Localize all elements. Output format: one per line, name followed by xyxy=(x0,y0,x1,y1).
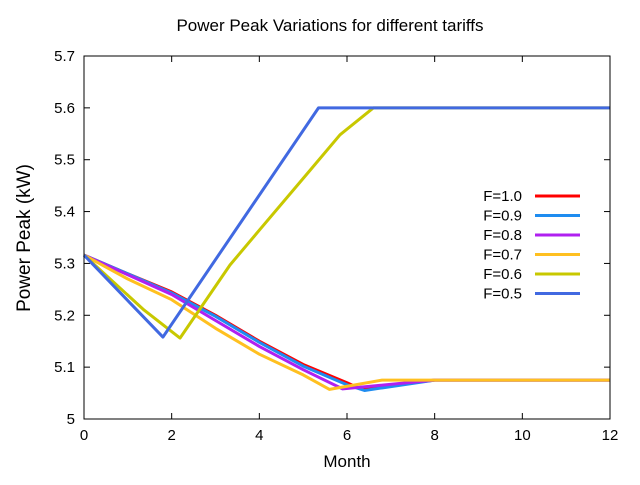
y-tick-label: 5.4 xyxy=(54,204,75,221)
chart-title: Power Peak Variations for different tari… xyxy=(176,16,483,35)
x-axis-label: Month xyxy=(323,452,370,471)
legend-label: F=1.0 xyxy=(483,188,522,205)
y-tick-label: 5.3 xyxy=(54,255,75,272)
x-tick-label: 10 xyxy=(514,427,531,444)
series-line-F=0.6 xyxy=(82,106,610,340)
y-axis-label: Power Peak (kW) xyxy=(14,164,35,312)
series-line-F=0.8 xyxy=(83,253,610,391)
legend: F=1.0 F=0.9 F=0.8 F=0.7 F=0.6 F=0.5 xyxy=(483,188,580,303)
x-tick-label: 12 xyxy=(602,427,619,444)
legend-label: F=0.9 xyxy=(483,208,522,225)
x-tick-label: 0 xyxy=(80,427,88,444)
legend-label: F=0.6 xyxy=(483,266,522,283)
x-tick-label: 8 xyxy=(430,427,438,444)
plot-frame xyxy=(83,55,611,420)
y-tick-label: 5.6 xyxy=(54,100,75,117)
legend-label: F=0.8 xyxy=(483,227,522,244)
legend-label: F=0.7 xyxy=(483,247,522,264)
y-tick-label: 5.1 xyxy=(54,359,75,376)
y-tick-label: 5 xyxy=(67,411,75,428)
legend-label: F=0.5 xyxy=(483,286,522,303)
y-tick-label: 5.2 xyxy=(54,307,75,324)
x-tick-label: 4 xyxy=(255,427,263,444)
y-tick-label: 5.7 xyxy=(54,48,75,65)
series-line-F=0.5 xyxy=(82,106,610,339)
y-tick-label: 5.5 xyxy=(54,152,75,169)
series-line-F=0.9 xyxy=(83,253,610,392)
series-line-F=0.7 xyxy=(83,253,610,391)
x-tick-label: 6 xyxy=(343,427,351,444)
x-tick-label: 2 xyxy=(167,427,175,444)
series-line-F=1.0 xyxy=(83,253,610,391)
